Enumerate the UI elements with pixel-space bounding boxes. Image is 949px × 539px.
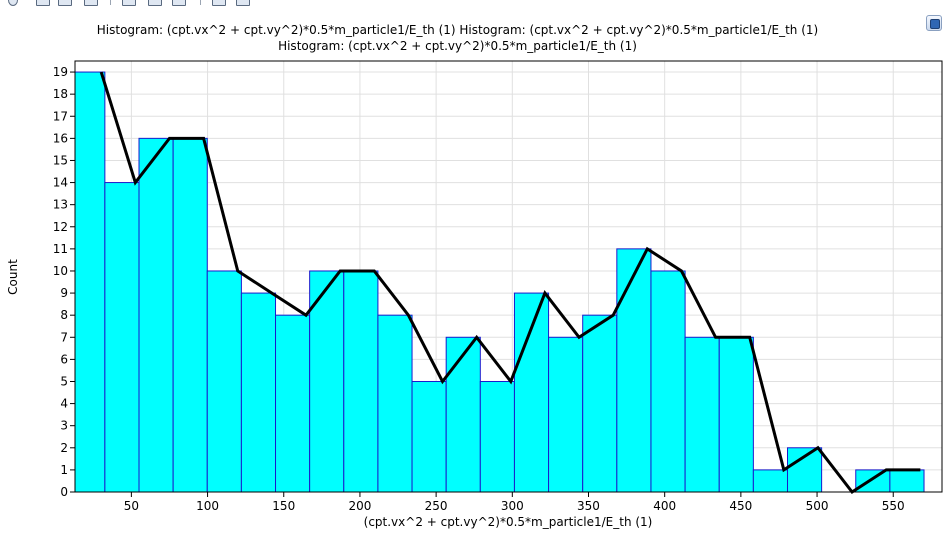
plot-frame — [74, 60, 943, 493]
y-tick-label: 16 — [53, 131, 68, 145]
histogram-bar — [855, 469, 891, 492]
axes — [70, 60, 943, 497]
histogram-bar — [343, 270, 379, 492]
x-tick-label: 100 — [196, 499, 219, 513]
x-tick-label: 300 — [501, 499, 524, 513]
histogram-bar — [411, 380, 447, 492]
pan-icon[interactable] — [36, 0, 50, 6]
export-icon[interactable] — [172, 0, 186, 6]
histogram-bar — [582, 314, 618, 492]
grid-icon[interactable] — [148, 0, 162, 6]
histogram-bar — [75, 71, 106, 492]
toolbar — [0, 0, 949, 6]
x-tick-label: 350 — [577, 499, 600, 513]
histogram-bar — [104, 182, 140, 492]
copy-icon[interactable] — [84, 0, 98, 6]
toolbar-separator — [110, 0, 111, 5]
histogram-bar — [650, 270, 686, 492]
histogram-bar — [684, 336, 720, 492]
histogram-bar — [445, 336, 481, 492]
print-preview-icon[interactable] — [236, 0, 250, 6]
y-tick-label: 1 — [60, 463, 68, 477]
histogram-bar — [889, 469, 925, 492]
histogram-bar — [786, 447, 823, 492]
x-axis-label: (cpt.vx^2 + cpt.vy^2)*0.5*m_particle1/E_… — [363, 515, 653, 529]
x-tick-label: 50 — [124, 499, 139, 513]
histogram-bar — [206, 270, 242, 492]
y-tick-label: 11 — [53, 242, 68, 256]
zoom-box-icon[interactable] — [58, 0, 72, 6]
x-tick-label: 200 — [348, 499, 371, 513]
chart-title-line-2: Histogram: (cpt.vx^2 + cpt.vy^2)*0.5*m_p… — [278, 39, 637, 53]
histogram-bar — [718, 336, 754, 492]
frequency-line — [99, 71, 921, 495]
y-tick-label: 9 — [60, 286, 68, 300]
chart-title-line-1: Histogram: (cpt.vx^2 + cpt.vy^2)*0.5*m_p… — [96, 23, 819, 37]
histogram-bar — [377, 314, 413, 492]
histogram-bar — [752, 469, 788, 492]
x-tick-label: 500 — [806, 499, 829, 513]
frequency-polyline — [99, 71, 921, 495]
y-tick-label: 15 — [53, 153, 68, 167]
histogram-bar — [275, 314, 311, 492]
histogram-bar — [479, 380, 515, 492]
histogram-bar — [240, 292, 277, 492]
y-tick-label: 13 — [53, 198, 68, 212]
x-tick-label: 400 — [653, 499, 676, 513]
x-tick-label: 250 — [425, 499, 448, 513]
y-tick-label: 5 — [60, 374, 68, 388]
y-tick-label: 8 — [60, 308, 68, 322]
y-tick-label: 0 — [60, 485, 68, 499]
x-tick-label: 450 — [729, 499, 752, 513]
print-icon[interactable] — [212, 0, 226, 6]
histogram-bar — [616, 248, 652, 492]
histogram-bar — [309, 270, 345, 492]
toolbar-separator — [200, 0, 201, 5]
histogram-bar — [513, 292, 550, 492]
y-tick-label: 3 — [60, 419, 68, 433]
y-tick-label: 14 — [53, 176, 68, 190]
x-tick-label: 150 — [272, 499, 295, 513]
histogram-bar — [172, 137, 208, 492]
y-tick-label: 18 — [53, 87, 68, 101]
x-tick-label: 550 — [882, 499, 905, 513]
y-tick-label: 19 — [53, 65, 68, 79]
y-tick-label: 2 — [60, 441, 68, 455]
y-tick-label: 17 — [53, 109, 68, 123]
y-tick-label: 4 — [60, 397, 68, 411]
y-tick-label: 12 — [53, 220, 68, 234]
y-tick-label: 6 — [60, 352, 68, 366]
y-tick-label: 7 — [60, 330, 68, 344]
graph-window-icon[interactable] — [926, 15, 942, 31]
y-tick-label: 10 — [53, 264, 68, 278]
histogram-bar — [138, 137, 174, 492]
image-icon[interactable] — [122, 0, 136, 6]
histogram-bars — [75, 71, 942, 492]
histogram-bar — [548, 336, 584, 492]
